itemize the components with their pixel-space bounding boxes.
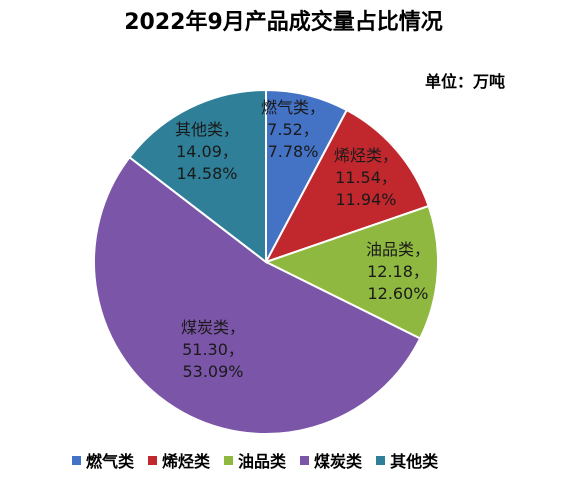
legend-swatch-3 <box>300 455 310 465</box>
slice-label-0-0: 燃气类， <box>261 98 325 117</box>
slice-label-4-1: 14.09， <box>176 142 238 161</box>
slice-label-2-2: 12.60% <box>367 284 428 303</box>
pie-slice-2 <box>263 204 439 340</box>
legend-swatch-4 <box>376 455 386 465</box>
slice-label-4-0: 其他类， <box>175 120 239 139</box>
legend-swatch-0 <box>72 455 81 465</box>
slice-label-1-0: 烯烃类， <box>334 146 398 165</box>
chart-title: 2022年9月产品成交量占比情况 <box>124 10 443 35</box>
pie-slice-4 <box>128 88 267 265</box>
legend-label-4: 其他类 <box>390 452 439 471</box>
slice-label-3-2: 53.09% <box>182 362 243 381</box>
slice-label-3-1: 51.30， <box>182 340 244 359</box>
pie-slice-3 <box>93 155 422 435</box>
legend-item-0: 燃气类 <box>72 448 134 472</box>
legend-label-0: 燃气类 <box>86 452 135 471</box>
legend-label-3: 煤炭类 <box>314 452 363 471</box>
legend-item-3: 煤炭类 <box>300 448 362 472</box>
pie-slice-1 <box>263 108 430 264</box>
legend-swatch-1 <box>148 455 158 465</box>
slice-label-4-2: 14.58% <box>176 164 237 183</box>
slice-label-0-2: 7.78% <box>268 142 319 161</box>
legend-item-2: 油品类 <box>224 448 286 472</box>
slice-label-2-1: 12.18， <box>367 262 429 281</box>
legend-label-1: 烯烃类 <box>162 452 211 471</box>
slice-label-1-2: 11.94% <box>335 190 396 209</box>
legend-item-4: 其他类 <box>376 448 438 472</box>
legend-swatch-2 <box>224 455 234 465</box>
slice-label-1-1: 11.54， <box>335 168 397 187</box>
unit-label: 单位：万吨 <box>424 72 505 91</box>
slice-label-0-1: 7.52， <box>267 120 319 139</box>
legend-item-1: 烯烃类 <box>148 448 210 472</box>
legend: 燃气类 烯烃类 油品类 煤炭类 其他类 <box>72 448 452 472</box>
slice-label-2-0: 油品类， <box>366 240 430 259</box>
slice-label-3-0: 煤炭类， <box>181 318 245 337</box>
legend-label-2: 油品类 <box>238 452 287 471</box>
